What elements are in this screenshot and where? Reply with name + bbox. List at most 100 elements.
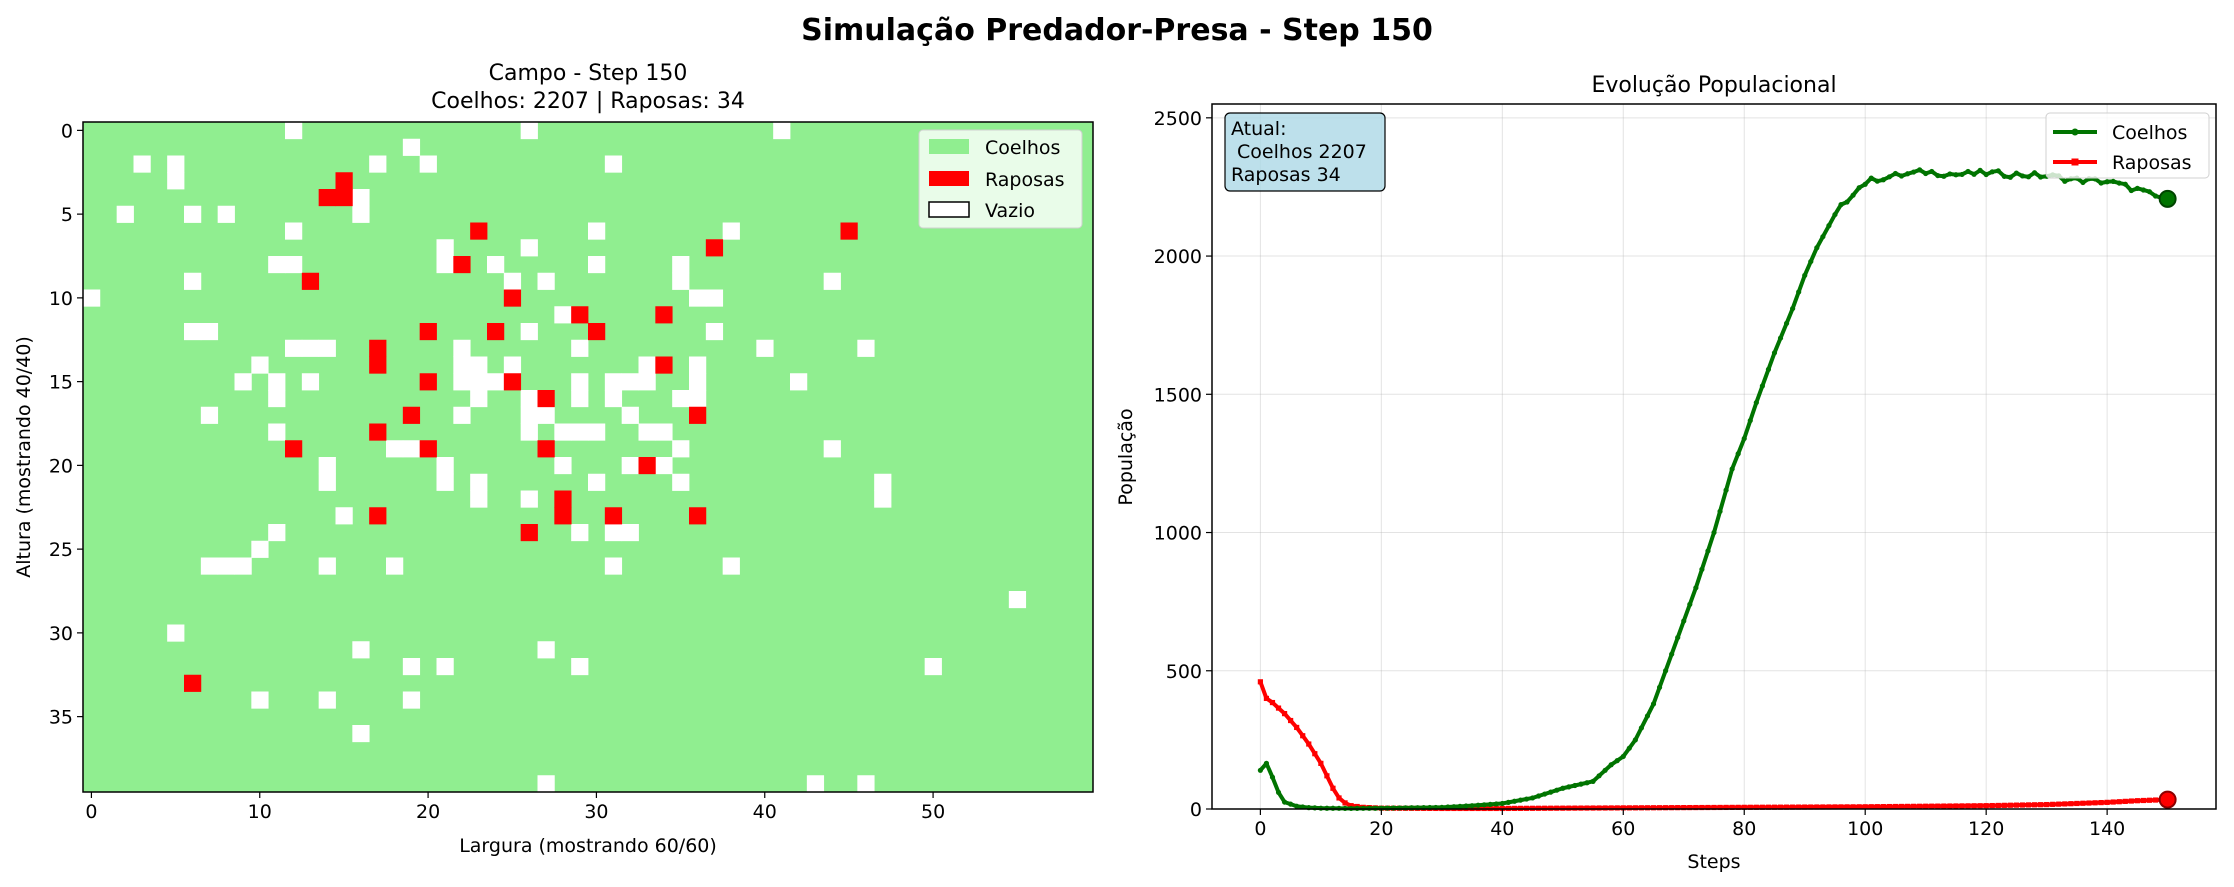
data-point-coelhos: [1257, 767, 1263, 773]
heatmap-cell-empty: [184, 272, 202, 290]
legend-swatch-coelhos: [929, 139, 969, 154]
data-point-raposas: [1989, 802, 1995, 809]
data-point-coelhos: [1717, 508, 1723, 514]
data-point-coelhos: [1650, 701, 1657, 707]
data-point-raposas: [1669, 805, 1675, 811]
heatmap-cell-empty: [1008, 591, 1027, 609]
data-point-coelhos: [1729, 466, 1735, 472]
data-point-coelhos: [2001, 173, 2007, 179]
heatmap-cell-empty: [318, 339, 336, 357]
data-point-raposas: [2031, 802, 2038, 808]
data-point-raposas: [2068, 801, 2074, 807]
heatmap-cell-empty: [604, 524, 623, 542]
data-point-coelhos: [2128, 187, 2134, 194]
data-point-raposas: [2104, 799, 2110, 805]
data-point-coelhos: [1493, 801, 1499, 807]
data-point-coelhos: [1626, 745, 1632, 751]
data-point-coelhos: [1475, 802, 1481, 808]
heatmap-cell-empty: [571, 658, 589, 676]
data-point-raposas: [2152, 797, 2159, 803]
heatmap-cell-empty: [520, 406, 538, 424]
data-point-coelhos: [1759, 383, 1765, 389]
heatmap-cell-empty: [672, 390, 690, 408]
heatmap-x-ticks: 0 10 20 30 40 50: [85, 792, 945, 823]
data-point-raposas: [1965, 803, 1971, 809]
data-point-coelhos: [1487, 801, 1493, 807]
data-point-coelhos: [1590, 778, 1596, 784]
heatmap-cell-empty: [571, 339, 589, 357]
data-point-coelhos: [1451, 804, 1457, 810]
data-point-coelhos: [1802, 272, 1808, 279]
data-point-coelhos: [1868, 175, 1874, 181]
data-point-coelhos: [1832, 211, 1838, 218]
heatmap-cell-fox: [520, 524, 538, 542]
final-point-coelhos: [2158, 189, 2177, 208]
heatmap-cell-empty: [520, 490, 538, 508]
data-point-raposas: [1578, 805, 1584, 811]
heatmap-cell-fox: [840, 222, 858, 240]
line-chart-title: Evolução Populacional: [1591, 73, 1836, 98]
data-point-coelhos: [1687, 601, 1693, 608]
data-point-coelhos: [1880, 177, 1886, 183]
heatmap-cell-empty: [402, 691, 421, 709]
data-point-raposas: [2038, 802, 2044, 808]
heatmap-cell-empty: [268, 373, 286, 391]
heatmap-cell-empty: [655, 457, 673, 475]
data-point-raposas: [1929, 803, 1935, 809]
data-point-coelhos: [1705, 548, 1711, 554]
data-point-raposas: [1953, 803, 1959, 809]
heatmap-cell-empty: [756, 339, 774, 357]
heatmap-cell-empty: [487, 256, 505, 274]
data-point-raposas: [1814, 804, 1820, 810]
data-point-coelhos: [1324, 805, 1330, 811]
line-x-tick-label: 80: [1732, 818, 1756, 840]
heatmap-cell-empty: [520, 323, 538, 341]
data-point-coelhos: [2110, 178, 2116, 185]
heatmap-cell-empty: [402, 138, 421, 156]
heatmap-cell-empty: [318, 557, 336, 575]
heatmap-cell-empty: [217, 557, 235, 575]
data-point-raposas: [2050, 801, 2056, 807]
heatmap-cell-empty: [672, 256, 690, 274]
data-point-raposas: [1844, 804, 1850, 810]
data-point-raposas: [1735, 804, 1741, 810]
data-point-raposas: [2025, 802, 2032, 808]
data-point-coelhos: [1856, 185, 1862, 191]
heatmap-cell-empty: [537, 641, 555, 659]
data-point-raposas: [1681, 805, 1687, 811]
heatmap-cell-empty: [133, 155, 151, 173]
data-point-raposas: [1638, 805, 1645, 811]
data-point-coelhos: [1566, 784, 1572, 790]
legend-label-coelhos-line: Coelhos: [2112, 122, 2187, 144]
heatmap-cell-empty: [537, 272, 555, 290]
heatmap-cell-empty: [268, 524, 286, 542]
heatmap-cell-empty: [503, 272, 522, 290]
heatmap-cell-empty: [621, 457, 639, 475]
data-point-raposas: [2001, 802, 2007, 808]
heatmap-cell-empty: [554, 423, 572, 441]
heatmap-y-tick-label: 15: [49, 372, 73, 394]
series-raposas: [1257, 679, 2177, 812]
data-point-raposas: [2062, 801, 2068, 807]
heatmap-cell-empty: [419, 155, 437, 173]
heatmap-cell-empty: [116, 205, 134, 223]
heatmap-cell-fox: [689, 406, 707, 424]
data-point-coelhos: [2007, 174, 2013, 180]
data-point-raposas: [1257, 679, 1263, 685]
heatmap-x-tick-label: 10: [248, 801, 272, 823]
data-point-coelhos: [1669, 651, 1675, 657]
heatmap-cell-empty: [705, 289, 724, 307]
heatmap-y-tick-label: 20: [49, 455, 73, 477]
data-point-coelhos: [1384, 805, 1390, 811]
data-point-raposas: [2116, 799, 2122, 805]
data-point-coelhos: [1747, 417, 1753, 424]
heatmap-cell-empty: [857, 775, 875, 793]
heatmap-cell-empty: [470, 356, 488, 374]
data-point-coelhos: [1275, 789, 1282, 796]
heatmap-x-tick-label: 20: [416, 801, 440, 823]
line-x-tick-label: 100: [1847, 818, 1883, 840]
heatmap-cell-fox: [655, 306, 673, 324]
data-point-coelhos: [1995, 168, 2001, 174]
data-point-raposas: [1614, 805, 1620, 811]
data-point-raposas: [1862, 804, 1868, 810]
